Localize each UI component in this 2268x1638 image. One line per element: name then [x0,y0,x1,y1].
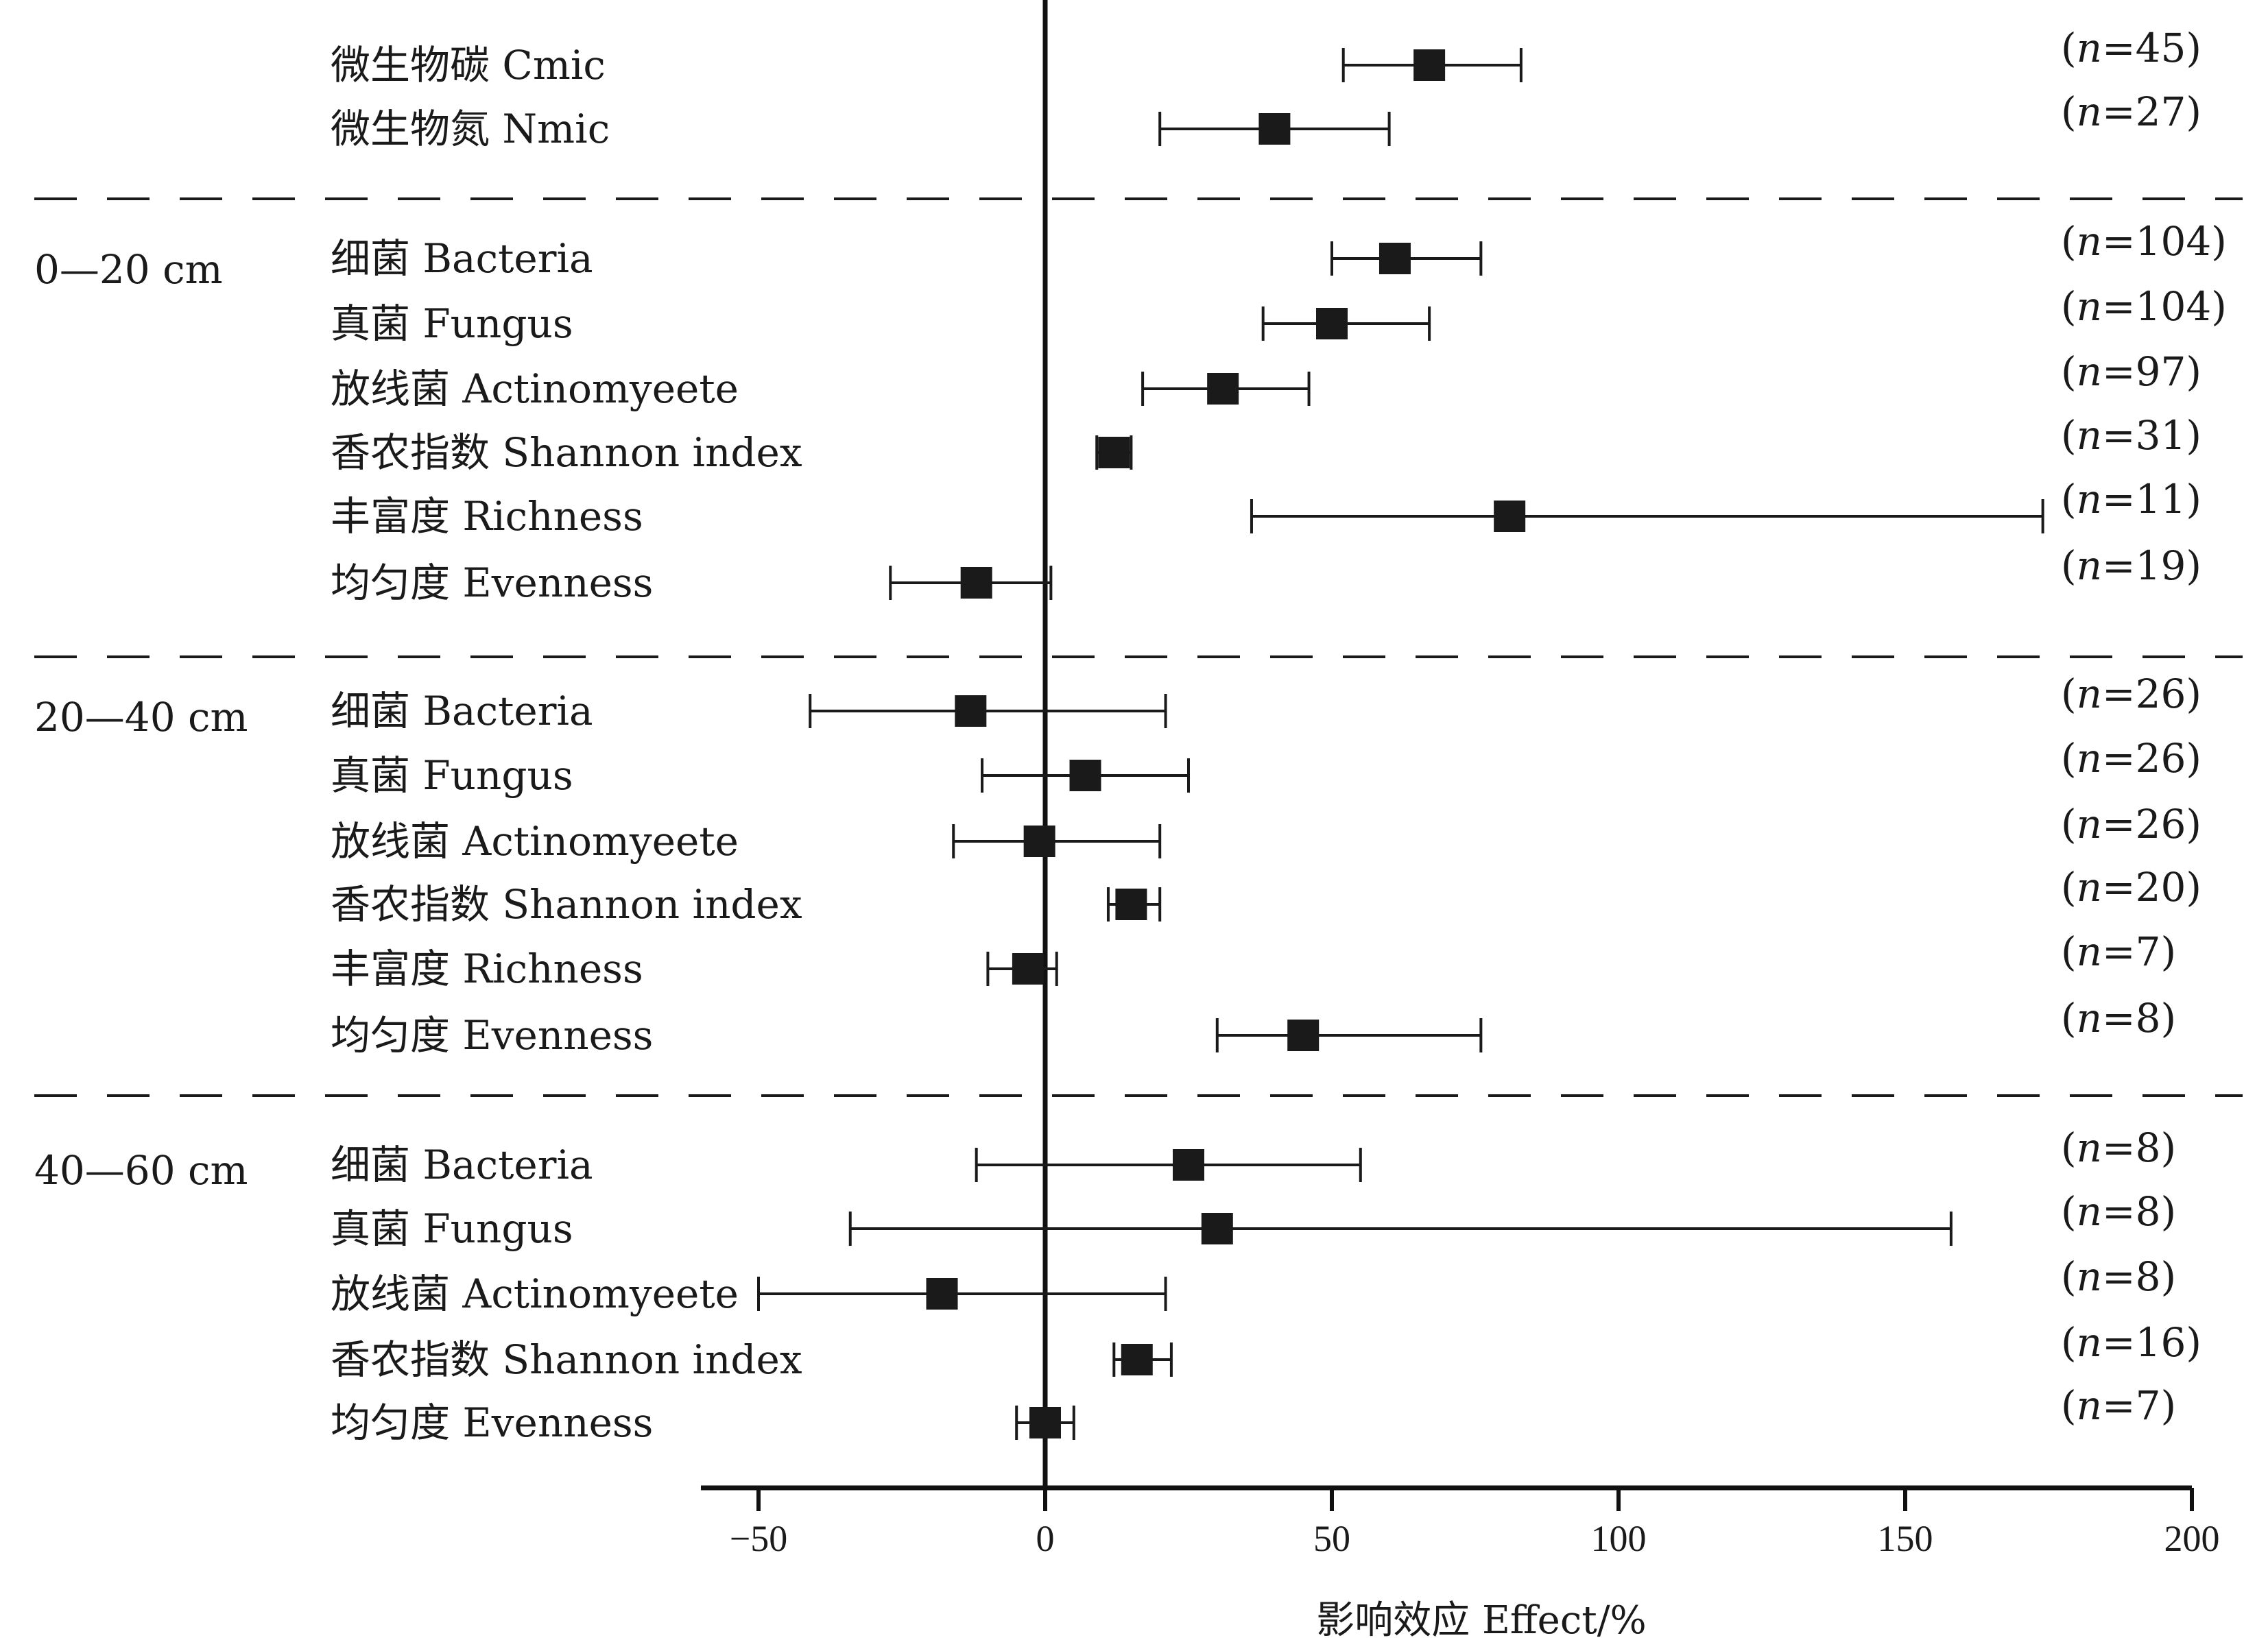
sample-size-label: (n=104) [2061,283,2227,330]
mean-marker [1287,1020,1320,1051]
mean-marker [1201,1213,1233,1244]
mean-marker [960,567,992,599]
row-label: 均匀度 Evenness [331,1012,653,1059]
sample-size-label: (n=7) [2061,1382,2176,1429]
effect-row: 放线菌 Actinomyeete (n=8) [331,1253,2176,1317]
x-axis: −50 0 50 100 150 200 [701,1485,2220,1559]
effect-row: 细菌 Bacteria (n=8) [331,1124,2176,1188]
sample-size-label: (n=19) [2061,542,2201,589]
sample-size-label: (n=11) [2061,476,2201,522]
row-label: 细菌 Bacteria [331,1142,593,1188]
mean-marker [1115,889,1147,920]
effect-row: 均匀度 Evenness (n=19) [331,542,2201,606]
effect-row: 真菌 Fungus (n=8) [331,1188,2176,1252]
row-label: 细菌 Bacteria [331,235,593,282]
effect-row: 香农指数 Shannon index (n=31) [331,412,2201,476]
mean-marker [1012,953,1044,985]
effect-rows: 微生物碳 Cmic (n=45) 微生物氮 Nmic (n=27) 细菌 Bacteri… [331,25,2227,1446]
sample-size-label: (n=8) [2061,995,2176,1041]
x-tick-label: 0 [1036,1518,1055,1559]
sample-size-label: (n=97) [2061,348,2201,395]
row-label: 丰富度 Richness [331,946,643,992]
x-tick-label: 200 [2164,1518,2220,1559]
effect-row: 香农指数 Shannon index (n=16) [331,1319,2201,1383]
group-labels: 0—20 cm 20—40 cm 40—60 cm [34,246,248,1194]
effect-row: 放线菌 Actinomyeete (n=97) [331,348,2201,412]
row-label: 均匀度 Evenness [331,559,653,606]
row-label: 丰富度 Richness [331,493,643,540]
x-tick-label: 150 [1878,1518,1933,1559]
sample-size-label: (n=16) [2061,1319,2201,1366]
sample-size-label: (n=8) [2061,1253,2176,1300]
sample-size-label: (n=45) [2061,25,2201,71]
effect-row: 微生物碳 Cmic (n=45) [331,25,2201,88]
x-tick-label: −50 [730,1518,787,1559]
effect-row: 放线菌 Actinomyeete (n=26) [331,801,2201,865]
effect-row: 真菌 Fungus (n=26) [331,735,2201,799]
row-label: 放线菌 Actinomyeete [331,365,739,412]
mean-marker [1173,1149,1204,1181]
row-label: 微生物碳 Cmic [331,42,606,88]
effect-row: 丰富度 Richness (n=7) [331,928,2176,992]
effect-row: 细菌 Bacteria (n=26) [331,671,2201,734]
row-label: 均匀度 Evenness [331,1399,653,1446]
sample-size-label: (n=20) [2061,864,2201,911]
group-label: 20—40 cm [34,694,248,740]
group-label: 40—60 cm [34,1147,248,1194]
row-label: 香农指数 Shannon index [331,1336,802,1383]
mean-marker [1207,373,1239,405]
x-tick-label: 100 [1591,1518,1647,1559]
group-separators [34,197,2243,1097]
mean-marker [1413,49,1446,81]
mean-marker [1494,501,1526,532]
row-label: 香农指数 Shannon index [331,881,802,928]
mean-marker [926,1278,958,1310]
effect-row: 细菌 Bacteria (n=104) [331,218,2227,282]
mean-marker [1069,760,1101,791]
sample-size-label: (n=26) [2061,671,2201,717]
mean-marker [955,695,987,727]
row-label: 香农指数 Shannon index [331,429,802,476]
row-label: 真菌 Fungus [331,300,573,347]
group-label: 0—20 cm [34,246,223,293]
effect-row: 均匀度 Evenness (n=8) [331,995,2176,1059]
x-axis-label: 影响效应 Effect/% [1316,1598,1647,1638]
sample-size-label: (n=8) [2061,1124,2176,1171]
mean-marker [1098,437,1130,468]
mean-marker [1378,243,1411,274]
row-label: 真菌 Fungus [331,752,573,799]
mean-marker [1023,826,1055,857]
row-label: 放线菌 Actinomyeete [331,1270,739,1317]
mean-marker [1316,308,1348,339]
sample-size-label: (n=8) [2061,1188,2176,1235]
x-tick-label: 50 [1313,1518,1350,1559]
effect-row: 真菌 Fungus (n=104) [331,283,2227,347]
mean-marker [1121,1344,1153,1375]
sample-size-label: (n=7) [2061,928,2176,975]
sample-size-label: (n=104) [2061,218,2227,265]
effect-row: 丰富度 Richness (n=11) [331,476,2201,540]
sample-size-label: (n=31) [2061,412,2201,459]
row-label: 放线菌 Actinomyeete [331,818,739,865]
row-label: 真菌 Fungus [331,1205,573,1252]
sample-size-label: (n=26) [2061,801,2201,847]
effect-row: 微生物氮 Nmic (n=27) [331,88,2201,152]
sample-size-label: (n=27) [2061,88,2201,135]
mean-marker [1258,113,1291,145]
row-label: 微生物氮 Nmic [331,106,610,152]
mean-marker [1029,1407,1061,1438]
sample-size-label: (n=26) [2061,735,2201,782]
effect-row: 香农指数 Shannon index (n=20) [331,864,2201,928]
row-label: 细菌 Bacteria [331,688,593,734]
effect-row: 均匀度 Evenness (n=7) [331,1382,2176,1446]
